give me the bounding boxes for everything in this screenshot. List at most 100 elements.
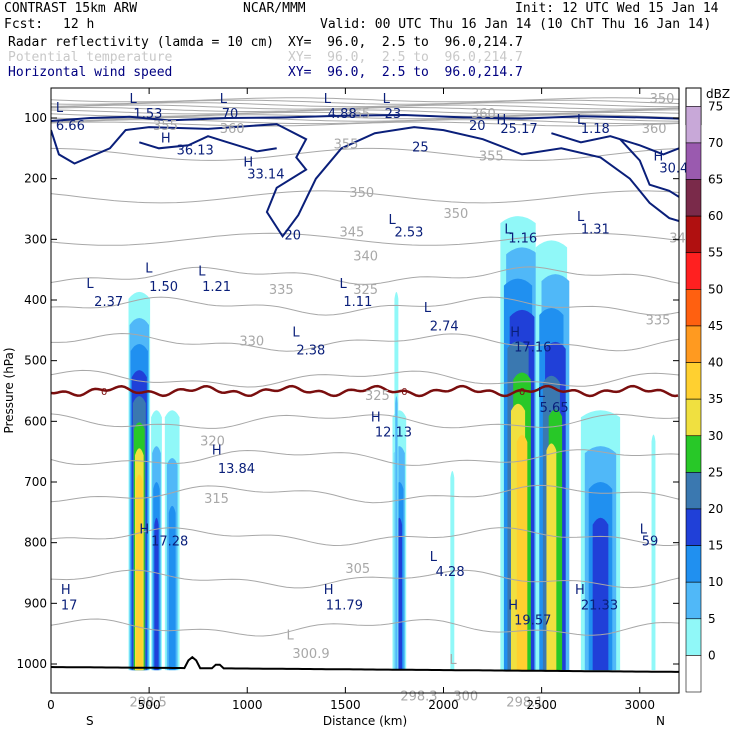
colorbar-unit: dBZ (706, 87, 730, 101)
theta-label: 350 (650, 92, 675, 107)
wind-contour (51, 113, 679, 122)
y-tick-label: 500 (24, 354, 47, 368)
theta-label: 360 (642, 122, 667, 137)
theta-label: 325 (365, 389, 390, 404)
wind-extremum-label: L (640, 523, 648, 538)
center-label: NCAR/MMM (243, 1, 306, 16)
theta-label: 345 (339, 225, 364, 240)
colorbar-swatch (685, 106, 702, 144)
theta-contour (51, 121, 679, 127)
colorbar-level-label: 30 (708, 429, 723, 443)
wind-contour (51, 123, 679, 239)
wind-extremum-label: 33.14 (247, 168, 284, 183)
wind-extremum-label: L (577, 210, 585, 225)
wind-extremum-label: 2.74 (430, 319, 459, 334)
colorbar-level-label: 70 (708, 136, 723, 150)
plot-frame (50, 87, 680, 694)
wind-extremum-label: L (430, 550, 438, 565)
colorbar-swatch (685, 142, 702, 180)
wind-extremum-label: H (243, 156, 253, 171)
wind-extremum-label: L (577, 113, 585, 128)
theta-label: 355 (334, 137, 359, 152)
y-tick-label: 100 (24, 111, 47, 125)
north-end-label: N (656, 714, 665, 728)
wind-extremum-label: 1.11 (343, 295, 372, 310)
wind-extremum-label: H (496, 113, 506, 128)
colorbar-swatch (685, 435, 702, 473)
theta-extremum-label: 300.9 (292, 647, 329, 662)
wind-extremum-label: 17.28 (151, 535, 188, 550)
theta-contour (51, 618, 679, 637)
wind-extremum-label: 12.13 (375, 426, 412, 441)
wind-extremum-label: 4.88 (328, 107, 357, 122)
theta-contour (51, 116, 679, 122)
colorbar-level-label: 60 (708, 209, 723, 223)
reflectivity-band (546, 443, 557, 671)
wind-extremum-label: L (324, 92, 332, 107)
wind-extremum-label: 5.65 (540, 401, 569, 416)
wind-extremum-label: L (389, 213, 397, 228)
wind-extremum-label: L (538, 386, 546, 401)
wind-extremum-label: L (383, 92, 391, 107)
y-tick-label: 800 (24, 536, 47, 550)
wind-extremum-label: H (508, 598, 518, 613)
wind-extremum-label: L (424, 301, 432, 316)
forecast-hour: 12 h (63, 17, 95, 32)
field-xy-reflectivity: XY= 96.0, 2.5 to 96.0,214.7 (288, 35, 523, 50)
colorbar-swatch (685, 545, 702, 583)
colorbar-swatch (685, 581, 702, 620)
wind-extremum-label: 25.17 (500, 122, 537, 137)
colorbar-level-label: 5 (708, 612, 716, 626)
plot-area (51, 97, 679, 673)
colorbar-level-label: 25 (708, 465, 723, 479)
y-tick-label: 600 (24, 414, 47, 428)
wind-extremum-label: L (339, 277, 347, 292)
colorbar-level-label: 0 (708, 648, 716, 662)
wind-extremum-label: H (61, 583, 71, 598)
theta-contour (51, 332, 679, 352)
wind-extremum-label: 17 (61, 598, 78, 613)
theta-label: 335 (269, 283, 294, 298)
wind-contour (551, 132, 679, 156)
theta-extremum-label: 298.1 (506, 695, 543, 710)
field-name-wind: Horizontal wind speed (8, 65, 173, 80)
theta-label: 340 (353, 250, 378, 265)
theta-label: 355 (479, 149, 504, 164)
colorbar-level-label: 40 (708, 356, 723, 370)
colorbar-level-label: 20 (708, 502, 723, 516)
wind-extremum-label: H (212, 444, 222, 459)
colorbar-level-label: 45 (708, 319, 723, 333)
theta-label: 330 (239, 335, 264, 350)
theta-label: 305 (345, 562, 370, 577)
theta-contour (51, 104, 679, 110)
freezing-level-label: 0 (519, 387, 525, 398)
theta-label: 365 (345, 107, 370, 122)
south-end-label: S (86, 714, 94, 728)
theta-contour (51, 190, 679, 204)
colorbar-swatch (685, 508, 702, 546)
x-tick-label: 0 (47, 698, 55, 712)
wind-extremum-label: L (504, 222, 512, 237)
wind-extremum-label: 17.16 (514, 341, 551, 356)
wind-extremum-label: L (220, 92, 228, 107)
colorbar-swatch (685, 215, 702, 254)
terrain-line (51, 655, 679, 673)
theta-extremum-label: 298.5 (130, 695, 167, 710)
theta-label: 335 (646, 313, 671, 328)
reflectivity-band (450, 470, 455, 671)
theta-contour (51, 102, 679, 108)
wind-contour (619, 138, 679, 198)
wind-extremum-label: L (145, 262, 153, 277)
theta-contour (51, 484, 679, 504)
colorbar-level-label: 65 (708, 173, 723, 187)
colorbar-level-label: 55 (708, 246, 723, 260)
colorbar-level-label: 50 (708, 282, 723, 296)
colorbar-level-label: 10 (708, 575, 723, 589)
theta-label: 325 (353, 283, 378, 298)
field-name-reflectivity: Radar reflectivity (lamda = 10 cm) (8, 35, 275, 50)
forecast-label: Fcst: (4, 17, 44, 32)
theta-contour (51, 449, 679, 466)
theta-contour (51, 111, 679, 117)
reflectivity-band (592, 517, 609, 671)
